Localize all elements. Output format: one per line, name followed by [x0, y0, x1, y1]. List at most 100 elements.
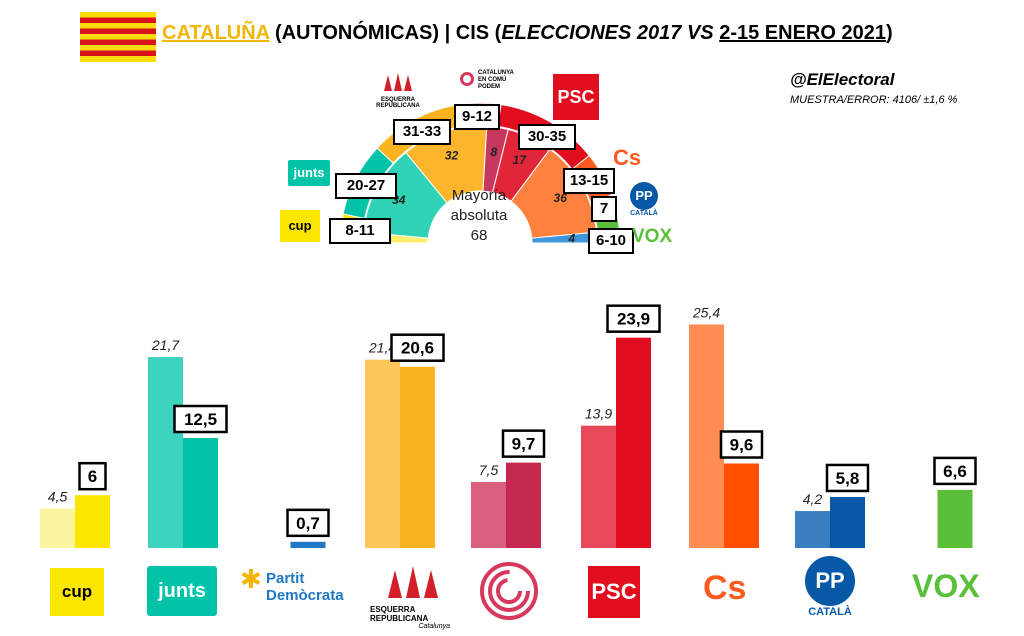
pp-logo-sub: CATALÀ [808, 606, 852, 618]
pdecat-logo-line1: Partit [266, 570, 305, 587]
seat-range-pp: 7 [591, 196, 617, 222]
erc-logo-stripes-icon [388, 566, 438, 598]
pp-logo-text: PP [815, 568, 845, 593]
bar-2017-junts [148, 357, 183, 548]
vox-small-text: VOX [632, 226, 673, 247]
majority-line1: Mayoría [451, 187, 507, 204]
title-paren-close: ) [885, 22, 893, 44]
cs-logo: Cs [703, 560, 753, 616]
pdecat-star-icon: ✱ [240, 564, 262, 594]
pp-small-badge: PP [630, 182, 658, 210]
seat-label-2017-erc: 32 [445, 149, 459, 163]
title-period: 2-15 ENERO 2021 [719, 22, 886, 44]
bar-2021-catalunya-en-comu-podem [506, 462, 541, 548]
junts-logo-small: junts [288, 160, 330, 186]
seat-range-psc: 30-35 [518, 124, 576, 150]
label-2017-catalunya-en-comu-podem: 7,5 [479, 462, 499, 478]
seat-range-vox: 6-10 [588, 228, 634, 254]
pp-small-sub: CATALÀ [630, 210, 658, 217]
erc-logo-line2: REPUBLICANA [370, 614, 429, 623]
cup-logo-text: cup [61, 582, 93, 601]
comuns-small-line1: CATALUNYA [478, 70, 514, 76]
erc-logo-small: ESQUERRA REPUBLICANA [370, 72, 426, 109]
seat-range-erc: 31-33 [393, 119, 451, 145]
pp-logo-badge: PP [805, 556, 855, 606]
cup-small-text: cup [288, 218, 312, 233]
label-2017-pp: 4,2 [803, 491, 823, 507]
label-2021-pp: 5,8 [836, 469, 860, 488]
erc-small-line2: REPUBLICANA [376, 103, 420, 109]
sample-size: MUESTRA/ERROR: 4106/ ±1,6 % [790, 94, 958, 106]
seat-label-2017-pp: 4 [568, 232, 576, 246]
majority-line2: absoluta [450, 207, 508, 224]
cup-logo-small: cup [280, 210, 320, 242]
label-2021-partit-democrata: 0,7 [296, 514, 320, 533]
label-2021-catalunya-en-comu-podem: 9,7 [512, 435, 536, 454]
pp-small-text: PP [635, 188, 653, 203]
comuns-ring-logo-icon [480, 562, 538, 620]
psc-logo-small: PSC [553, 74, 599, 120]
erc-logo-line3: Catalunya [418, 623, 450, 630]
vox-logo-small: VOX [632, 224, 676, 250]
label-2021-junts: 12,5 [184, 410, 217, 429]
bar-2021-junts [183, 438, 218, 548]
majority-seats: 68 [470, 227, 488, 244]
erc-logo-line1: ESQUERRA [370, 605, 416, 614]
bar-2017-catalunya-en-comu-podem [471, 482, 506, 548]
majority-label: Mayoría absoluta 68 [438, 186, 520, 246]
title-region: CATALUÑA [162, 22, 270, 44]
seat-range-junts: 20-27 [335, 173, 397, 199]
seat-label-2017-catalunya-en-comu-podem: 8 [491, 145, 498, 159]
cs-small-text: Cs [613, 145, 642, 170]
label-2021-cs: 9,6 [730, 436, 754, 455]
bar-2021-partit-democrata [290, 541, 326, 548]
seat-range-cs: 13-15 [563, 168, 615, 194]
label-2021-cup: 6 [88, 467, 97, 486]
psc-logo: PSC [588, 566, 640, 618]
seat-range-comuns: 9-12 [454, 104, 500, 130]
seat-label-2017-cs: 36 [554, 191, 568, 205]
title-separator: | [444, 22, 451, 44]
bar-2021-erc [400, 366, 435, 548]
bar-2017-pp [795, 511, 830, 548]
erc-logo: ESQUERRA REPUBLICANA Catalunya [370, 564, 450, 630]
chart-title: CATALUÑA (AUTONÓMICAS) | CIS (ELECCIONES… [162, 22, 893, 45]
junts-logo: junts [147, 566, 217, 616]
psc-logo-text: PSC [591, 579, 637, 604]
bar-2017-cup [40, 508, 75, 548]
comuns-logo [478, 560, 540, 622]
label-box-2021-erc [390, 333, 445, 362]
bar-2017-cs [689, 324, 724, 548]
label-box-2021-pp [825, 463, 870, 493]
label-2021-psc: 23,9 [617, 310, 650, 329]
label-2017-erc: 21,4 [368, 340, 396, 356]
bar-2021-psc [616, 337, 651, 548]
bar-2021-cup [75, 495, 110, 548]
label-2017-psc: 13,9 [585, 406, 612, 422]
psc-small-text: PSC [557, 87, 595, 107]
cs-logo-small: Cs [613, 144, 653, 172]
label-box-2021-catalunya-en-comu-podem [501, 429, 546, 458]
vox-logo: VOX [912, 566, 982, 606]
bar-2021-cs [724, 463, 759, 548]
vox-logo-text: VOX [912, 568, 980, 604]
label-2021-vox: 6,6 [943, 462, 967, 481]
cup-logo: cup [50, 568, 104, 616]
label-box-2021-cup [78, 461, 107, 491]
label-2017-cs: 25,4 [692, 304, 720, 320]
source-handle: @ElElectoral [790, 70, 895, 89]
seat-range-cup: 8-11 [329, 218, 391, 244]
title-pollster: CIS [455, 22, 490, 44]
bar-2021-vox [937, 489, 973, 548]
erc-stripes-icon [384, 73, 412, 91]
pdecat-logo-line2: Demòcrata [266, 587, 344, 604]
cs-logo-text: Cs [703, 569, 747, 607]
pp-logo: PP CATALÀ [800, 556, 860, 618]
bar-2017-erc [365, 359, 400, 548]
comuns-small-line3: PODEM [478, 84, 501, 90]
junts-small-text: junts [293, 165, 325, 180]
label-box-2021-cs [719, 430, 764, 459]
label-box-2021-partit-democrata [286, 508, 330, 538]
